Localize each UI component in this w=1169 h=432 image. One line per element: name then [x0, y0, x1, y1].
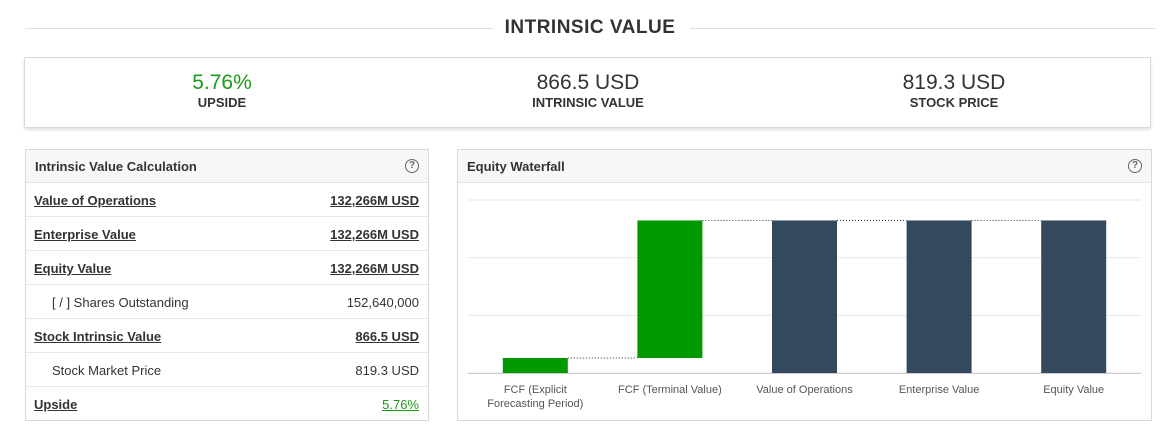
panel-header: Equity Waterfall ?: [458, 150, 1151, 183]
stock-price-label: STOCK PRICE: [909, 95, 999, 110]
kpi-stock-price: 819.3 USD STOCK PRICE: [804, 70, 1104, 110]
calc-row-shares-outstanding: [ / ] Shares Outstanding 152,640,000: [26, 285, 428, 319]
question-circle-icon[interactable]: ?: [405, 159, 419, 173]
header-divider-left: [25, 28, 493, 29]
calc-row-upside: Upside 5.76%: [26, 387, 428, 421]
kpi-upside: 5.76% UPSIDE: [72, 70, 372, 110]
equity-value-link[interactable]: Equity Value: [34, 261, 112, 276]
section-header: INTRINSIC VALUE: [25, 8, 1155, 48]
x-tick-label: Value of Operations: [756, 384, 853, 396]
panel-title: Equity Waterfall: [467, 159, 565, 174]
shares-outstanding-label: [ / ] Shares Outstanding: [52, 295, 189, 310]
waterfall-bar-2[interactable]: [772, 220, 837, 373]
waterfall-bar-0[interactable]: [502, 358, 568, 373]
waterfall-bar-3[interactable]: [906, 220, 972, 373]
upside-link[interactable]: Upside: [34, 397, 78, 412]
stock-intrinsic-value-value[interactable]: 866.5 USD: [355, 329, 419, 344]
waterfall-bar-1[interactable]: [637, 220, 703, 359]
panel-title: Intrinsic Value Calculation: [35, 159, 197, 174]
equity-waterfall-chart: FCF (Explicit Forecasting Period) FCF (Ter…: [468, 199, 1141, 410]
x-tick-label: Equity Value: [1043, 384, 1104, 396]
calc-row-enterprise-value: Enterprise Value 132,266M USD: [26, 217, 428, 251]
enterprise-value-link[interactable]: Enterprise Value: [34, 227, 136, 242]
stock-intrinsic-value-link[interactable]: Stock Intrinsic Value: [34, 329, 162, 344]
equity-waterfall-panel: Equity Waterfall ? FCF (Explicit Forecast…: [457, 149, 1152, 421]
intrinsic-value-calculation-panel: Intrinsic Value Calculation ? Value of O…: [25, 149, 429, 421]
equity-value-value[interactable]: 132,266M USD: [330, 261, 419, 276]
kpi-intrinsic-value: 866.5 USD INTRINSIC VALUE: [438, 70, 738, 110]
x-tick-label: Enterprise Value: [899, 384, 980, 396]
upside-label: UPSIDE: [197, 95, 247, 110]
calc-row-stock-market-price: Stock Market Price 819.3 USD: [26, 353, 428, 387]
calc-row-value-of-operations: Value of Operations 132,266M USD: [26, 183, 428, 217]
stock-price-value: 819.3 USD: [902, 71, 1006, 94]
waterfall-bar-4[interactable]: [1041, 220, 1107, 373]
upside-value: 5.76%: [192, 71, 252, 94]
calc-row-equity-value: Equity Value 132,266M USD: [26, 251, 428, 285]
panel-header: Intrinsic Value Calculation ?: [26, 150, 428, 183]
question-circle-icon[interactable]: ?: [1128, 159, 1142, 173]
intrinsic-value-value: 866.5 USD: [536, 71, 640, 94]
stock-market-price-value: 819.3 USD: [355, 363, 419, 378]
intrinsic-value-label: INTRINSIC VALUE: [532, 95, 644, 110]
header-divider-right: [690, 28, 1155, 29]
value-of-operations-link[interactable]: Value of Operations: [34, 193, 157, 208]
x-tick-label: FCF (Explicit Forecasting Period): [487, 384, 583, 410]
enterprise-value-value[interactable]: 132,266M USD: [330, 227, 419, 242]
value-of-operations-value[interactable]: 132,266M USD: [330, 193, 419, 208]
shares-outstanding-value: 152,640,000: [346, 295, 419, 310]
section-title: INTRINSIC VALUE: [504, 17, 676, 38]
summary-card: 5.76% UPSIDE 866.5 USD INTRINSIC VALUE 8…: [24, 57, 1151, 128]
x-tick-label: FCF (Terminal Value): [618, 384, 722, 396]
calc-row-stock-intrinsic-value: Stock Intrinsic Value 866.5 USD: [26, 319, 428, 353]
upside-row-value[interactable]: 5.76%: [382, 397, 419, 412]
stock-market-price-label: Stock Market Price: [52, 363, 162, 378]
